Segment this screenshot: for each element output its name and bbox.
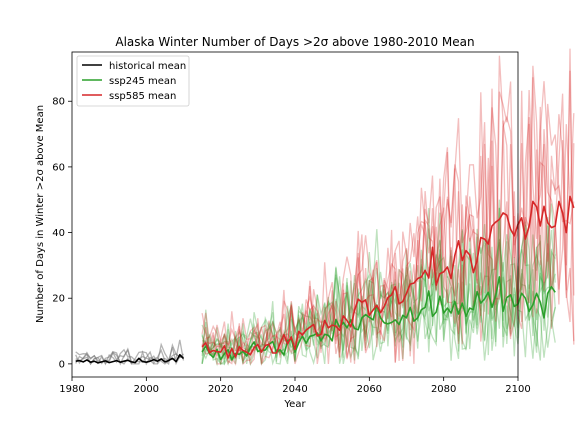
legend-box — [76, 55, 190, 107]
y-axis: 0 20 40 60 80 — [52, 97, 72, 370]
y-tick-label: 40 — [52, 228, 65, 239]
chart-title: Alaska Winter Number of Days >2σ above 1… — [115, 35, 474, 49]
y-axis-label: Number of Days in Winter >2σ above Mean — [35, 105, 46, 323]
series-line-ssp585 — [201, 195, 575, 359]
mean-lines — [75, 195, 575, 364]
ensemble-member-line — [201, 207, 556, 360]
y-tick-label: 80 — [52, 97, 65, 108]
x-tick-label: 2020 — [208, 384, 233, 395]
legend: historical mean ssp245 mean ssp585 mean — [76, 55, 190, 107]
x-tick-label: 2060 — [357, 384, 382, 395]
x-tick-label: 2100 — [505, 384, 530, 395]
ensemble-member-line — [201, 65, 575, 366]
legend-label-ssp585: ssp585 mean — [109, 91, 176, 102]
y-tick-label: 20 — [52, 294, 65, 305]
x-tick-label: 2040 — [282, 384, 307, 395]
x-tick-label: 2080 — [431, 384, 456, 395]
ensemble-member-line — [201, 203, 556, 366]
ensemble-members — [75, 48, 575, 367]
plot-area — [75, 48, 575, 367]
ensemble-member-line — [201, 77, 575, 366]
legend-label-ssp245: ssp245 mean — [109, 76, 176, 87]
y-tick-label: 60 — [52, 162, 65, 173]
y-tick-label: 0 — [59, 359, 65, 370]
ensemble-member-line — [201, 228, 556, 367]
ensemble-member-line — [201, 106, 575, 364]
ensemble-member-line — [201, 70, 575, 366]
x-axis: 1980 2000 2020 2040 2060 2080 2100 — [59, 377, 531, 395]
ensemble-member-line — [201, 199, 556, 365]
ensemble-member-line — [201, 228, 556, 365]
series-line-historical — [75, 353, 185, 364]
x-tick-label: 1980 — [59, 384, 84, 395]
ensemble-member-line — [201, 48, 575, 364]
x-tick-label: 2000 — [134, 384, 159, 395]
x-axis-label: Year — [283, 399, 306, 410]
legend-label-historical: historical mean — [109, 61, 186, 72]
ensemble-member-line — [201, 207, 556, 367]
ensemble-member-line — [201, 241, 556, 367]
